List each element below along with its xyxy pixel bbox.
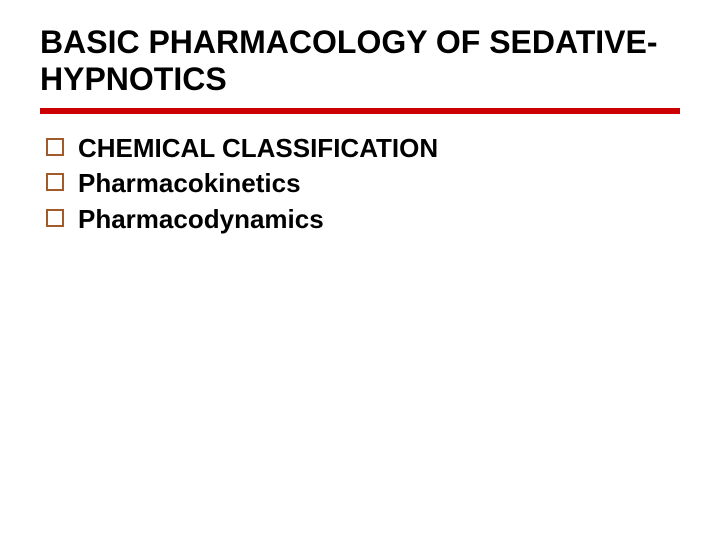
slide: BASIC PHARMACOLOGY OF SEDATIVE-HYPNOTICS… xyxy=(0,0,720,540)
list-item: Pharmacokinetics xyxy=(46,167,680,201)
list-item: Pharmacodynamics xyxy=(46,203,680,237)
list-item: CHEMICAL CLASSIFICATION xyxy=(46,132,680,166)
square-bullet-icon xyxy=(46,173,64,191)
square-bullet-icon xyxy=(46,209,64,227)
bullet-label: Pharmacodynamics xyxy=(78,203,324,237)
slide-title: BASIC PHARMACOLOGY OF SEDATIVE-HYPNOTICS xyxy=(40,24,680,98)
bullet-label: Pharmacokinetics xyxy=(78,167,301,201)
bullet-label: CHEMICAL CLASSIFICATION xyxy=(78,132,438,166)
title-divider xyxy=(40,108,680,114)
bullet-list: CHEMICAL CLASSIFICATION Pharmacokinetics… xyxy=(40,132,680,237)
square-bullet-icon xyxy=(46,138,64,156)
